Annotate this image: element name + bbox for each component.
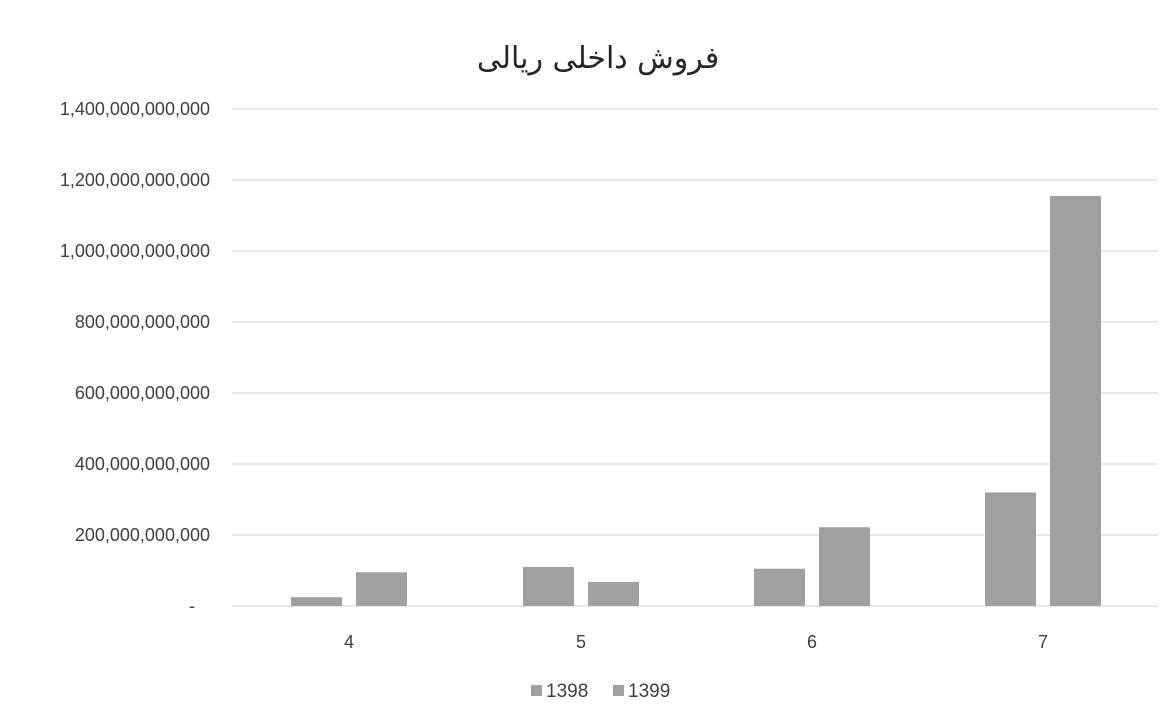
legend: 1398 1399 [531, 681, 670, 702]
bar-1398-4 [291, 597, 342, 606]
y-tick-label: 600,000,000,000 [75, 383, 210, 403]
bars [291, 195, 1101, 606]
y-tick-label: 800,000,000,000 [75, 312, 210, 332]
gridlines [232, 108, 1158, 607]
y-tick-label: 1,000,000,000,000 [60, 241, 210, 261]
bar-1399-6 [819, 527, 870, 606]
legend-swatch-1398 [531, 685, 542, 696]
legend-swatch-1399 [613, 685, 624, 696]
bar-1399-4 [356, 572, 407, 606]
bar-1398-7 [985, 492, 1036, 606]
y-axis-ticks: - 200,000,000,000 400,000,000,000 600,00… [60, 99, 210, 616]
x-tick-label: 6 [807, 632, 817, 652]
y-tick-label: - [189, 596, 195, 616]
y-tick-label: 1,200,000,000,000 [60, 170, 210, 190]
y-tick-label: 1,400,000,000,000 [60, 99, 210, 119]
legend-label-1399: 1399 [628, 681, 670, 702]
legend-label-1398: 1398 [546, 681, 588, 702]
y-tick-label: 400,000,000,000 [75, 454, 210, 474]
bar-1398-6 [754, 568, 805, 606]
bar-1398-5 [523, 566, 574, 606]
y-tick-label: 200,000,000,000 [75, 525, 210, 545]
x-tick-label: 5 [576, 632, 586, 652]
bar-1399-5 [588, 581, 639, 606]
x-tick-label: 7 [1038, 632, 1048, 652]
x-tick-label: 4 [344, 632, 354, 652]
chart-title: فروش داخلی ریالی [477, 41, 719, 76]
x-axis-ticks: 4 5 6 7 [344, 632, 1048, 652]
bar-1399-7 [1050, 195, 1101, 606]
